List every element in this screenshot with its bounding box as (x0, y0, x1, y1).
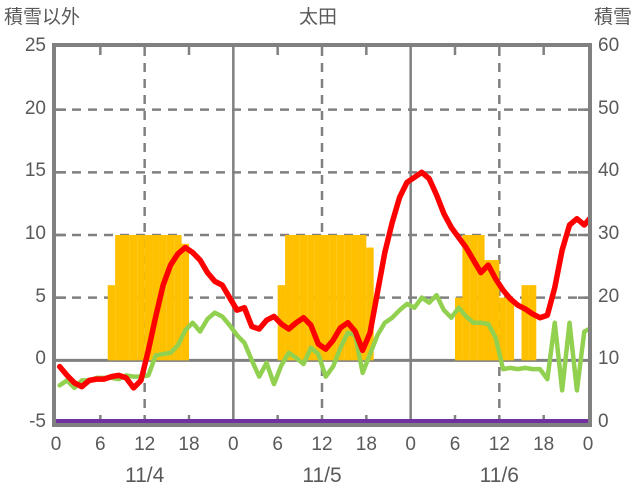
bar (152, 235, 160, 361)
right-axis-title: 積雪 (593, 7, 632, 28)
x-axis-day-label: 11/6 (479, 464, 519, 487)
y-axis-right-tick-label: 40 (598, 160, 620, 182)
y-axis-right-tick-label: 20 (598, 285, 620, 307)
y-axis-right-tick-label: 10 (598, 348, 620, 370)
bar (144, 235, 153, 361)
bar (462, 235, 470, 361)
x-axis-tick-label: 12 (311, 434, 333, 455)
bar (137, 235, 145, 361)
x-axis-tick-label: 12 (488, 434, 510, 455)
x-axis-day-label: 11/4 (124, 464, 165, 487)
bar (366, 247, 374, 361)
y-axis-right-tick-label: 30 (598, 223, 620, 244)
bar (115, 235, 123, 361)
y-axis-left-tick-label: 20 (24, 97, 46, 119)
x-axis-tick-label: 18 (533, 434, 555, 455)
x-axis-tick-label: 12 (134, 434, 156, 455)
bar (491, 260, 500, 361)
y-axis-left-tick-label: 25 (24, 35, 46, 56)
line-green (57, 292, 588, 393)
y-axis-right-tick-label: 60 (598, 35, 620, 56)
x-axis-day-label: 11/5 (302, 464, 342, 487)
x-axis-tick-label: 18 (355, 434, 377, 455)
x-axis-tick-label: 0 (582, 434, 594, 455)
bar (174, 235, 182, 361)
bar (129, 235, 138, 361)
x-axis-tick-label: 6 (272, 434, 283, 455)
y-axis-left-tick-label: 5 (35, 285, 46, 307)
bar (499, 297, 507, 361)
y-axis-left-tick-label: -5 (29, 411, 46, 432)
bar (351, 235, 359, 361)
bar (336, 235, 345, 361)
chart-title: 太田 (298, 7, 337, 28)
bar (166, 235, 175, 361)
y-axis-left-tick-label: 15 (24, 160, 46, 182)
x-axis-tick-label: 6 (95, 434, 106, 455)
bar (358, 235, 367, 361)
bar (329, 235, 337, 361)
bar (521, 285, 529, 361)
line-red (56, 169, 588, 391)
bar (181, 243, 189, 361)
plot-area (52, 43, 592, 427)
bar (469, 235, 478, 361)
bar (528, 285, 537, 361)
bar (477, 235, 485, 361)
bar (292, 235, 300, 361)
x-axis-tick-label: 18 (178, 434, 200, 455)
bar (506, 297, 515, 361)
bar (455, 297, 463, 361)
chart-canvas (56, 47, 588, 423)
bar (107, 285, 116, 361)
bar (484, 260, 492, 361)
bar (322, 235, 330, 361)
y-axis-left-tick-label: 0 (35, 348, 46, 370)
bar (307, 235, 315, 361)
x-axis-tick-label: 0 (50, 434, 62, 455)
bar (285, 235, 293, 361)
bar (122, 235, 130, 361)
y-axis-left-tick-label: 10 (24, 223, 46, 244)
bar-series (107, 235, 537, 361)
plot-inner (56, 47, 588, 423)
y-axis-right-tick-label: 50 (598, 97, 620, 119)
x-axis-tick-label: 0 (228, 434, 239, 455)
left-axis-title: 積雪以外 (4, 7, 81, 28)
x-axis-tick-label: 0 (405, 434, 416, 455)
bar (344, 235, 352, 361)
bar (299, 235, 308, 361)
y-axis-right-tick-label: 0 (598, 411, 609, 432)
x-axis-tick-label: 6 (449, 434, 461, 455)
bar (159, 235, 167, 361)
bar (314, 235, 322, 361)
